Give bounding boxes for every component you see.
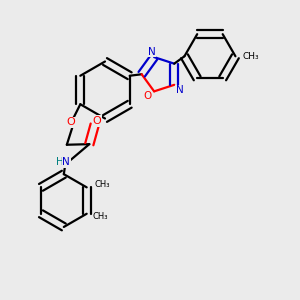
Text: N: N <box>62 157 70 167</box>
Text: H: H <box>56 157 64 167</box>
Text: N: N <box>176 85 184 95</box>
Text: O: O <box>93 116 101 126</box>
Text: N: N <box>148 47 156 57</box>
Text: CH₃: CH₃ <box>94 180 110 189</box>
Text: CH₃: CH₃ <box>93 212 108 221</box>
Text: CH₃: CH₃ <box>243 52 260 61</box>
Text: O: O <box>67 117 75 127</box>
Text: O: O <box>143 91 152 100</box>
